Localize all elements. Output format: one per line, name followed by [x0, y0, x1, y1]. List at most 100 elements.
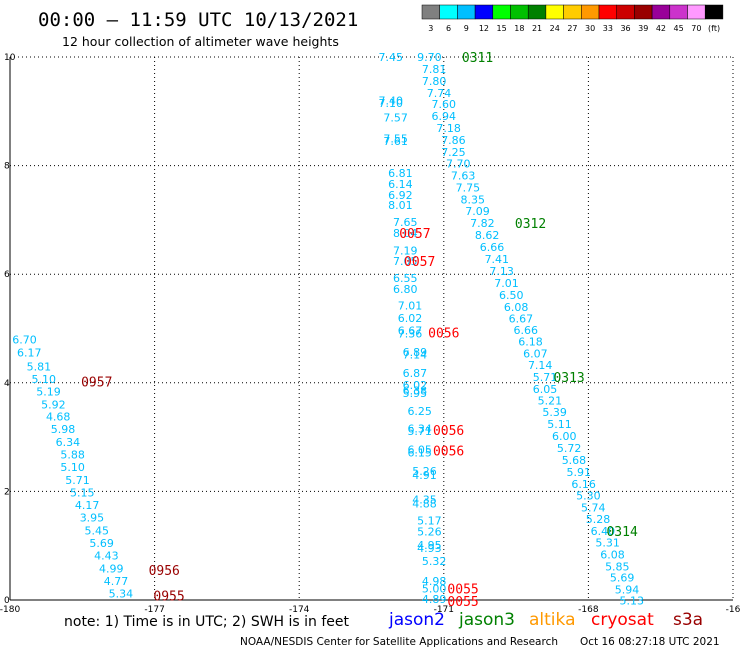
- colorbar-swatch: [421, 4, 440, 20]
- swh-value-label: 6.55: [393, 272, 418, 285]
- swh-value-label: 7.09: [465, 205, 490, 218]
- swh-value-label: 5.88: [60, 448, 85, 461]
- pass-time-label: 0055: [447, 595, 478, 610]
- swh-value-label: 6.00: [552, 430, 577, 443]
- swh-value-label: 4.99: [99, 563, 124, 576]
- colorbar-label: 33: [603, 24, 613, 33]
- colorbar-swatch: [616, 4, 635, 20]
- swh-value-label: 6.17: [17, 346, 42, 359]
- swh-value-label: 4.68: [46, 410, 71, 423]
- swh-value-label: 5.00: [422, 583, 447, 596]
- swh-value-label: 5.30: [576, 490, 601, 503]
- swh-value-label: 9.70: [417, 51, 442, 64]
- colorbar-label: 42: [656, 24, 666, 33]
- swh-value-label: 7.14: [528, 359, 553, 372]
- swh-value-label: 7.25: [441, 146, 466, 159]
- colorbar-label: 70: [691, 24, 701, 33]
- mission-legend-item: jason3: [458, 610, 515, 630]
- swh-value-label: 5.69: [610, 572, 635, 585]
- swh-value-label: 7.01: [398, 300, 423, 313]
- swh-value-label: 7.18: [436, 122, 461, 135]
- swh-value-label: 8.01: [388, 199, 413, 212]
- plot-frame: [9, 57, 733, 601]
- swh-value-label: 6.25: [407, 405, 432, 418]
- swh-value-label: 4.17: [75, 499, 100, 512]
- colorbar-swatch: [669, 4, 688, 20]
- swh-value-label: 4.95: [417, 539, 442, 552]
- y-tick-label: 6: [4, 270, 10, 280]
- x-tick-label: -174: [289, 605, 310, 615]
- y-tick-label: 2: [4, 487, 10, 497]
- swh-value-label: 7.74: [427, 87, 452, 100]
- swh-value-label: 7.70: [446, 157, 471, 170]
- swh-value-label: 6.15: [407, 446, 432, 459]
- colorbar-swatch: [563, 4, 582, 20]
- y-tick-label: 0: [4, 596, 10, 606]
- page-subtitle: 12 hour collection of altimeter wave hei…: [62, 34, 339, 49]
- pass-time-label: 0056: [433, 424, 464, 439]
- swh-value-label: 6.67: [509, 313, 534, 326]
- pass-time-label: 0957: [81, 376, 112, 391]
- swh-value-label: 6.67: [398, 325, 423, 338]
- swh-value-label: 5.28: [586, 513, 611, 526]
- axis-ticks: -180 -177 -174 -171 -168 -16 0 2 4 6 8 10: [0, 53, 740, 615]
- swh-value-label: 7.86: [441, 134, 466, 147]
- colorbar-swatch: [651, 4, 671, 20]
- swh-value-label: 7.61: [383, 135, 408, 148]
- colorbar-swatch: [704, 4, 724, 20]
- x-tick-label: -16: [726, 605, 740, 615]
- swh-value-label: 6.34: [56, 436, 81, 449]
- swh-value-label: 6.92: [388, 189, 413, 202]
- swh-value-label: 6.70: [12, 333, 37, 346]
- swh-value-label: 6.08: [504, 301, 529, 314]
- swh-value-label: 7.65: [393, 216, 418, 229]
- mission-legend: jason2 jason3 altika cryosat s3a: [388, 610, 703, 630]
- colorbar-label: 15: [497, 24, 507, 33]
- swh-value-label: 6.81: [388, 167, 413, 180]
- swh-value-label: 7.14: [403, 349, 428, 362]
- swh-value-label: 7.05: [393, 255, 418, 268]
- footer-credit: NOAA/NESDIS Center for Satellite Applica…: [240, 636, 558, 648]
- colorbar-swatch: [474, 4, 494, 20]
- swh-value-label: 6.40: [591, 525, 616, 538]
- swh-value-label: 5.19: [36, 385, 61, 398]
- swh-value-label: 6.18: [518, 336, 543, 349]
- swh-value-label: 7.40: [379, 94, 404, 107]
- swh-value-label: 7.10: [379, 97, 404, 110]
- swh-value-label: 7.01: [494, 277, 519, 290]
- swh-value-label: 4.93: [417, 542, 442, 555]
- pass-time-label: 0956: [149, 564, 180, 579]
- swh-value-label: 5.71: [407, 425, 432, 438]
- header-footer: 00:00 – 11:59 UTC 10/13/2021 12 hour col…: [38, 9, 720, 648]
- swh-value-label: 4.43: [94, 549, 119, 562]
- colorbar-swatch: [545, 4, 564, 20]
- swh-value-label: 4.89: [422, 593, 447, 606]
- colorbar-label: 18: [514, 24, 524, 33]
- swh-value-label: 6.02: [398, 312, 423, 325]
- colorbar-label: 30: [585, 24, 595, 33]
- pass-time-label: 0055: [447, 583, 478, 598]
- swh-value-label: 7.13: [489, 265, 514, 278]
- swh-value-label: 5.74: [581, 502, 606, 515]
- data-marks: 6.706.175.815.105.195.924.685.986.345.88…: [12, 51, 644, 610]
- swh-value-label: 6.14: [388, 178, 413, 191]
- colorbar-swatch: [634, 4, 653, 20]
- swh-value-label: 5.34: [109, 587, 134, 600]
- colorbar-swatch: [457, 4, 476, 20]
- swh-value-label: 7.36: [398, 327, 423, 340]
- swh-value-label: 7.55: [383, 132, 408, 145]
- swh-value-label: 7.19: [393, 244, 418, 257]
- page-title: 00:00 – 11:59 UTC 10/13/2021: [38, 9, 358, 31]
- swh-value-label: 6.50: [499, 289, 524, 302]
- swh-value-label: 6.38: [403, 384, 428, 397]
- swh-value-label: 4.35: [412, 494, 437, 507]
- swh-value-label: 7.82: [470, 217, 495, 230]
- footer-timestamp: Oct 16 08:27:18 UTC 2021: [580, 636, 720, 648]
- pass-time-label: 0313: [553, 371, 584, 386]
- swh-value-label: 6.02: [403, 379, 428, 392]
- swh-value-label: 5.10: [60, 461, 85, 474]
- swh-value-label: 5.85: [605, 560, 630, 573]
- swh-value-label: 8.35: [460, 193, 485, 206]
- swh-value-label: 5.71: [65, 474, 90, 487]
- mission-legend-item: cryosat: [591, 610, 654, 630]
